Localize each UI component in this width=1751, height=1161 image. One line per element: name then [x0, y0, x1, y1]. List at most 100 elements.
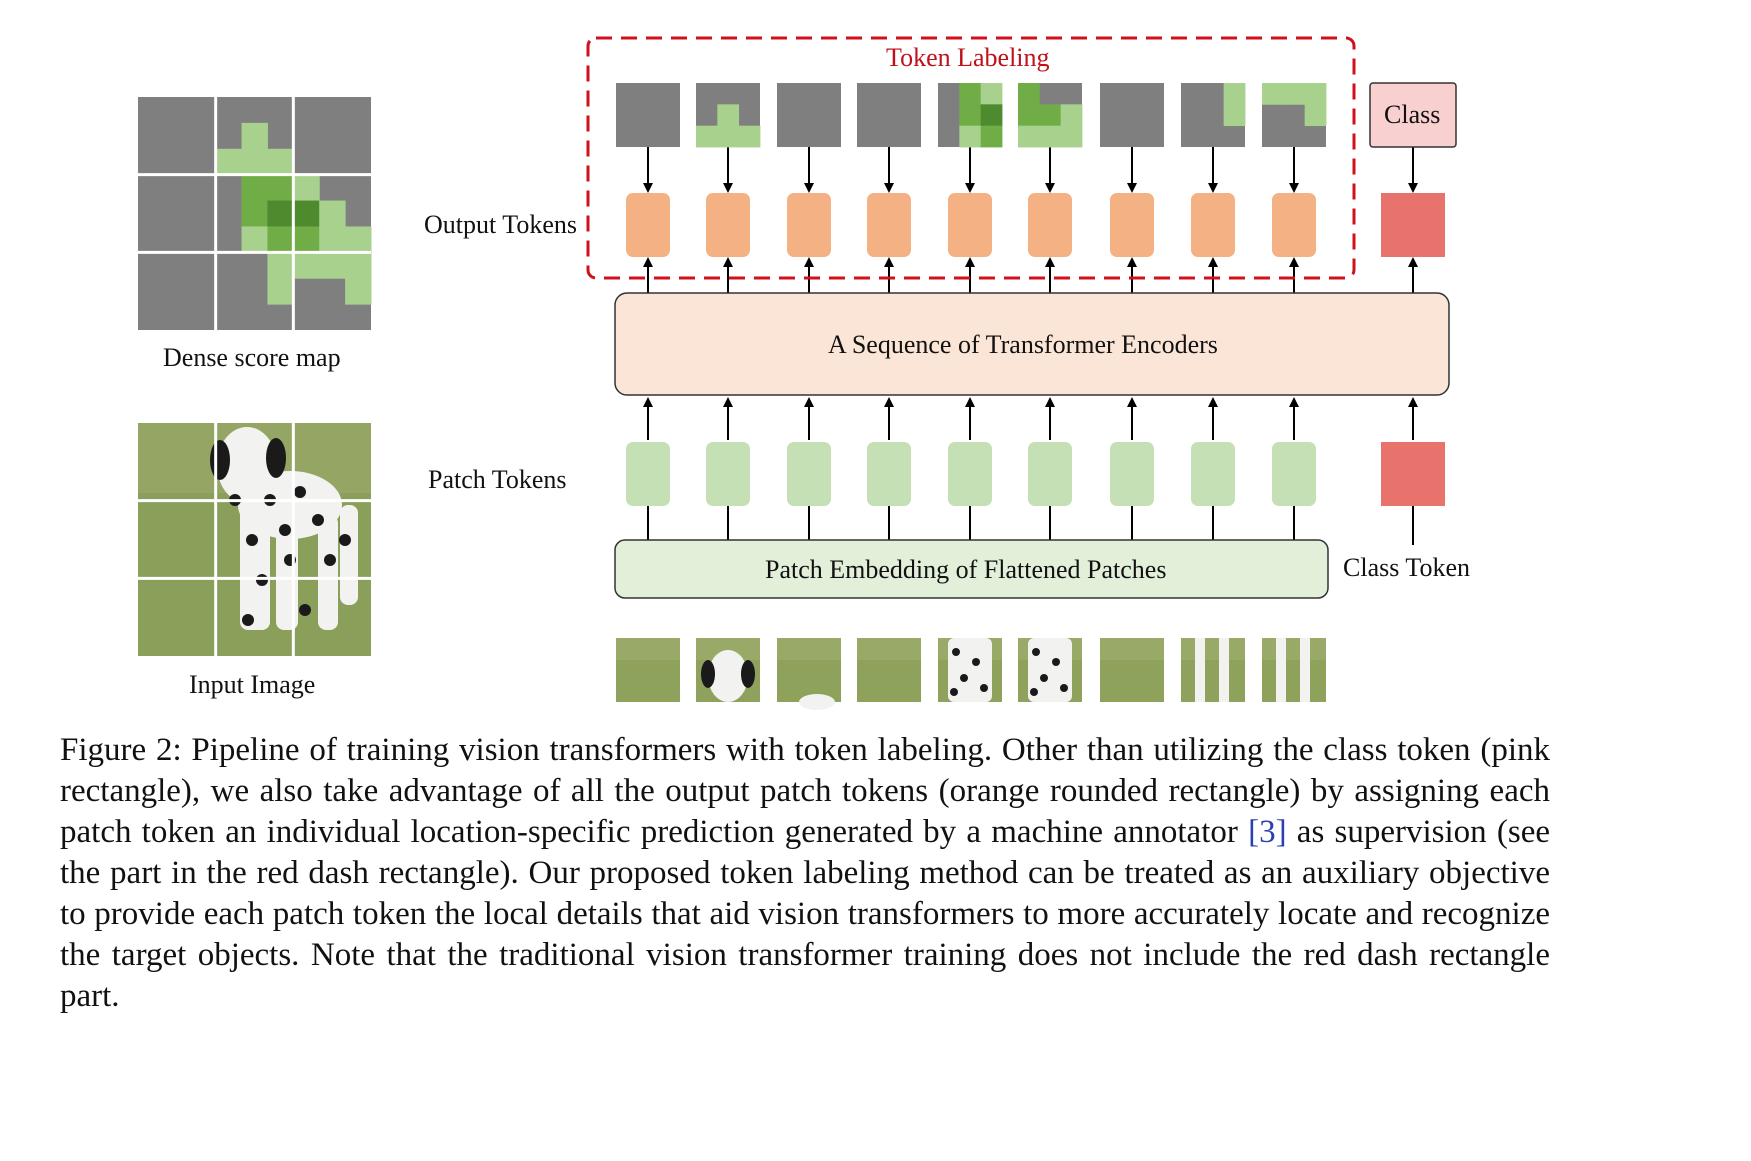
- patch-embedding-block: [614, 539, 1329, 599]
- dog-leg-patch: [1300, 638, 1310, 702]
- output-tokens-label: Output Tokens: [424, 210, 577, 239]
- input-image-label: Input Image: [189, 670, 316, 699]
- dog-leg-patch: [1276, 638, 1286, 702]
- caption-text-start: Figure 2: Pipeline of training vision tr…: [60, 732, 1550, 850]
- dog-spot-patch: [960, 674, 968, 682]
- image-patch-sky: [857, 638, 921, 660]
- score-cell: [319, 252, 346, 279]
- score-cell: [241, 174, 268, 202]
- label-patch: [1100, 83, 1164, 147]
- label-patch-cell: [1018, 125, 1040, 148]
- label-patch-cell: [1060, 125, 1083, 148]
- score-cell: [241, 200, 268, 227]
- flow-arrows: [643, 147, 1418, 545]
- patch-token: [1110, 442, 1154, 506]
- output-token: [626, 193, 670, 257]
- output-token: [1110, 193, 1154, 257]
- patch-token: [787, 442, 831, 506]
- score-cell: [241, 122, 268, 150]
- dog-spot: [299, 604, 311, 616]
- label-patch: [616, 83, 680, 147]
- score-cell: [319, 226, 346, 253]
- dog-hind-leg: [340, 505, 358, 605]
- output-tokens-row: [626, 193, 1316, 257]
- label-patch-cell: [696, 125, 718, 148]
- output-token: [1191, 193, 1235, 257]
- image-patch-sky: [777, 638, 841, 660]
- pipeline-diagram: [138, 36, 1457, 710]
- score-cell: [267, 278, 294, 305]
- dense-score-map-label: Dense score map: [163, 343, 341, 372]
- pipeline-figure: Token Labeling Class Output Tokens A Seq…: [138, 36, 1470, 710]
- token-labeling-label: Token Labeling: [886, 43, 1050, 72]
- patch-token: [626, 442, 670, 506]
- patch-token: [1191, 442, 1235, 506]
- label-patch-cell: [980, 104, 1003, 127]
- label-patch-cell: [980, 83, 1003, 105]
- label-patch-cell: [738, 125, 761, 148]
- patch-token: [1272, 442, 1316, 506]
- class-output-token: [1381, 193, 1445, 257]
- image-patch-sky: [1100, 638, 1164, 660]
- class-box-label: Class: [1384, 100, 1441, 129]
- encoder-label: A Sequence of Transformer Encoders: [828, 330, 1218, 359]
- dog-spot-patch: [980, 684, 988, 692]
- label-patch: [857, 83, 921, 147]
- dog-head-patch: [708, 650, 748, 702]
- output-token: [948, 193, 992, 257]
- dog-spot: [256, 574, 268, 586]
- score-cell: [267, 148, 294, 176]
- dog-head: [217, 427, 277, 503]
- output-token: [867, 193, 911, 257]
- output-token: [706, 193, 750, 257]
- image-patch-sky: [696, 638, 760, 660]
- dog-ear: [266, 438, 286, 478]
- patch-tokens-label: Patch Tokens: [428, 465, 567, 494]
- label-patch-cell: [959, 104, 982, 127]
- output-token: [1028, 193, 1072, 257]
- dog-spot-patch: [950, 688, 958, 696]
- patch-token: [948, 442, 992, 506]
- dog-ear-patch: [701, 660, 715, 688]
- score-cell: [267, 174, 294, 202]
- dog-spot-patch: [1032, 648, 1040, 656]
- label-patch-cell: [1018, 83, 1040, 105]
- score-cell: [293, 200, 320, 227]
- patch-token: [1028, 442, 1072, 506]
- label-patch-cell: [1262, 83, 1284, 105]
- dog-spot-patch: [1060, 684, 1068, 692]
- dog-spot-patch: [1040, 674, 1048, 682]
- transformer-encoder-block: [614, 292, 1450, 396]
- dog-ear: [210, 440, 230, 480]
- label-patch-cell: [1018, 104, 1040, 127]
- figure-caption: Figure 2: Pipeline of training vision tr…: [60, 730, 1550, 1017]
- dog-spot: [339, 534, 351, 546]
- score-cell: [345, 252, 372, 279]
- score-cell: [293, 226, 320, 253]
- image-patch-sky: [616, 638, 680, 660]
- dog-hind-leg: [318, 515, 338, 630]
- label-patch-cell: [1039, 104, 1062, 127]
- dog-spot: [246, 534, 258, 546]
- score-cell: [267, 200, 294, 227]
- score-cell: [319, 200, 346, 227]
- score-cell: [293, 174, 320, 202]
- patch-token: [706, 442, 750, 506]
- image-patch-sky: [1262, 638, 1326, 660]
- citation-link[interactable]: [3]: [1248, 814, 1287, 850]
- class-token: [1381, 442, 1445, 506]
- image-patch-sky: [1181, 638, 1245, 660]
- score-cell: [241, 226, 268, 253]
- label-patch-cell: [1039, 125, 1062, 148]
- score-cell: [267, 226, 294, 253]
- label-patch-cell: [1283, 83, 1306, 105]
- score-cell: [345, 226, 372, 253]
- dog-spot: [324, 554, 336, 566]
- label-patch: [777, 83, 841, 147]
- score-cell: [215, 148, 243, 176]
- label-patch-cell: [717, 104, 740, 127]
- dog-spot-patch: [1030, 688, 1038, 696]
- patch-tokens-row: [626, 442, 1316, 506]
- dog-front-leg: [240, 490, 270, 630]
- label-patch-cell: [959, 83, 982, 105]
